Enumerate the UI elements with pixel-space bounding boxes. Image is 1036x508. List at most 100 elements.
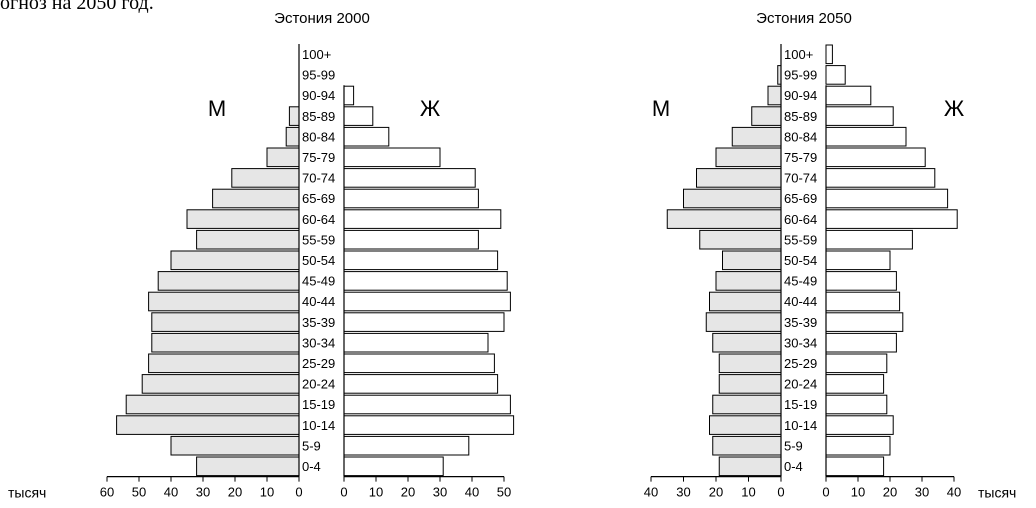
male-bar [186, 209, 300, 229]
female-x-tick-label: 50 [497, 485, 511, 500]
female-bar [825, 394, 888, 415]
female-bar [825, 229, 913, 250]
female-bar [343, 374, 499, 394]
unit-label-right: тысяч [978, 485, 1016, 501]
age-group-label: 70-74 [302, 171, 335, 186]
male-x-tick-label: 10 [741, 485, 755, 500]
female-bar [825, 168, 936, 188]
female-x-tick-label: 20 [883, 485, 897, 500]
male-bar [212, 188, 300, 209]
age-group-label: 10-14 [784, 418, 817, 433]
chart-title: Эстония 2000 [274, 10, 370, 27]
male-bar [683, 188, 782, 209]
male-label: М [208, 96, 226, 121]
male-bar [666, 209, 782, 229]
female-bar [343, 394, 511, 415]
male-bar [196, 229, 300, 250]
age-group-label: 95-99 [302, 68, 335, 83]
male-label: М [652, 96, 670, 121]
male-bar [151, 312, 300, 332]
female-bar [343, 85, 355, 106]
female-bar [343, 250, 499, 271]
female-bar [343, 106, 374, 126]
male-x-tick-label: 20 [228, 485, 242, 500]
male-bar [170, 250, 300, 271]
age-group-label: 50-54 [784, 253, 817, 268]
age-group-label: 55-59 [302, 232, 335, 247]
male-bar [709, 415, 782, 435]
age-group-label: 90-94 [784, 88, 817, 103]
female-bar [343, 147, 441, 168]
age-group-label: 5-9 [784, 438, 803, 453]
male-x-tick-label: 60 [100, 485, 114, 500]
female-bar [825, 291, 901, 312]
female-bar [343, 229, 479, 250]
male-bar [699, 229, 782, 250]
female-x-tick-label: 0 [340, 485, 347, 500]
female-x-tick-label: 40 [465, 485, 479, 500]
female-bar [825, 312, 904, 332]
age-group-label: 85-89 [784, 109, 817, 124]
female-bar [343, 312, 505, 332]
male-x-tick-label: 30 [196, 485, 210, 500]
male-bar [266, 147, 300, 168]
female-x-tick-label: 20 [401, 485, 415, 500]
male-bar [712, 394, 782, 415]
age-group-label: 65-69 [784, 191, 817, 206]
unit-label-left: тысяч [8, 485, 46, 501]
male-bar [196, 456, 300, 477]
age-group-label: 50-54 [302, 253, 335, 268]
female-bar [825, 332, 897, 353]
female-bar [343, 332, 489, 353]
age-group-label: 60-64 [784, 212, 817, 227]
age-group-label: 30-34 [302, 335, 335, 350]
female-bar [825, 188, 949, 209]
female-bar [825, 126, 907, 147]
male-x-tick-label: 20 [709, 485, 723, 500]
age-group-label: 80-84 [784, 129, 817, 144]
male-bar [141, 374, 300, 394]
age-group-label: 25-29 [784, 356, 817, 371]
female-bar [825, 44, 833, 65]
age-group-label: 0-4 [784, 459, 803, 474]
male-bar [712, 435, 782, 456]
male-bar [718, 374, 782, 394]
male-bar [148, 291, 300, 312]
male-bar [696, 168, 782, 188]
male-x-tick-label: 30 [676, 485, 690, 500]
age-group-label: 85-89 [302, 109, 335, 124]
female-bar [343, 271, 508, 291]
male-bar [718, 353, 782, 374]
female-bar [825, 271, 897, 291]
age-group-label: 15-19 [302, 397, 335, 412]
male-bar [715, 147, 782, 168]
male-bar [767, 85, 782, 106]
male-bar [170, 435, 300, 456]
female-bar [343, 126, 390, 147]
age-group-label: 0-4 [302, 459, 321, 474]
age-group-label: 80-84 [302, 129, 335, 144]
age-group-label: 15-19 [784, 397, 817, 412]
age-group-label: 40-44 [784, 294, 817, 309]
age-group-label: 20-24 [302, 377, 335, 392]
male-bar [731, 126, 782, 147]
male-bar [151, 332, 300, 353]
male-x-tick-label: 0 [295, 485, 302, 500]
male-bar [285, 126, 300, 147]
female-bar [343, 415, 515, 435]
female-bar [825, 106, 894, 126]
male-bar [709, 291, 782, 312]
age-group-label: 30-34 [784, 335, 817, 350]
female-bar [825, 250, 891, 271]
female-x-tick-label: 30 [915, 485, 929, 500]
age-group-label: 100+ [302, 47, 331, 62]
female-bar [343, 435, 470, 456]
male-bar [705, 312, 782, 332]
female-bar [343, 188, 479, 209]
male-x-tick-label: 0 [777, 485, 784, 500]
male-x-tick-label: 10 [260, 485, 274, 500]
age-group-label: 35-39 [784, 315, 817, 330]
age-group-label: 75-79 [784, 150, 817, 165]
female-x-tick-label: 0 [822, 485, 829, 500]
